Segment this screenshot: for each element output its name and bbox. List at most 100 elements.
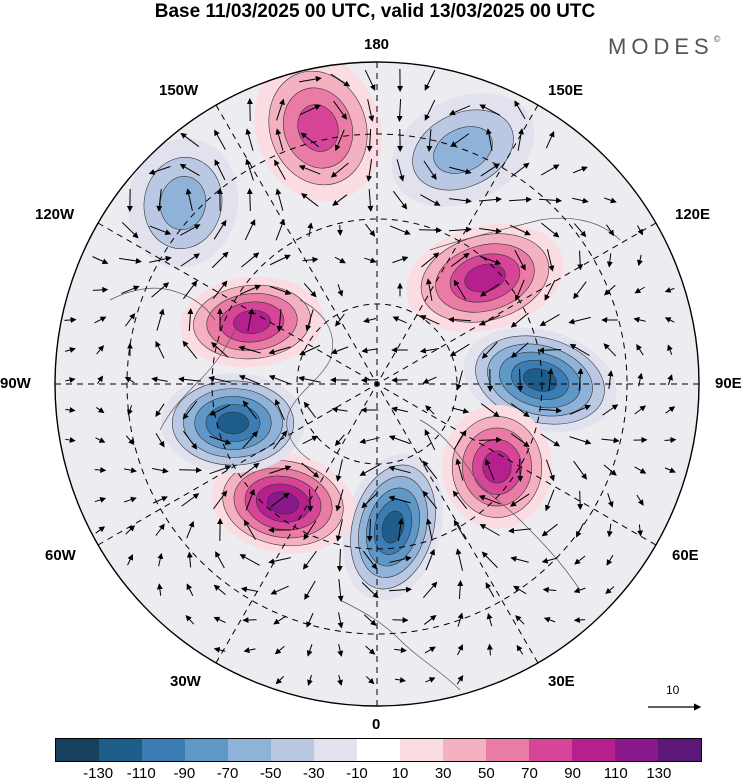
wind-arrow xyxy=(577,368,584,392)
wind-arrow xyxy=(419,347,440,354)
colorbar-bin xyxy=(529,739,572,761)
lon-label-120e: 120E xyxy=(675,206,711,223)
wind-arrow xyxy=(179,163,200,177)
wind-arrow xyxy=(155,523,165,536)
wind-arrow xyxy=(420,194,441,206)
wind-arrow xyxy=(511,342,529,358)
wind-arrow xyxy=(94,316,107,324)
colorbar-bin xyxy=(615,739,658,761)
wind-arrow xyxy=(151,376,168,383)
wind-arrow xyxy=(606,554,614,566)
wind-arrow xyxy=(601,437,620,444)
wind-arrow xyxy=(213,584,226,596)
wind-arrow xyxy=(394,677,406,683)
modes-logo: MODES© xyxy=(608,34,720,60)
map-border xyxy=(54,61,700,707)
wind-arrow xyxy=(450,133,470,147)
map-title: Base 11/03/2025 00 UTC, valid 13/03/2025… xyxy=(154,1,596,22)
colorbar-bin xyxy=(185,739,228,761)
wind-arrow xyxy=(510,433,530,448)
wind-arrow xyxy=(481,341,498,359)
wind-arrow xyxy=(360,377,379,384)
wind-arrow xyxy=(573,617,586,624)
wind-arrow xyxy=(365,645,376,655)
wind-arrow xyxy=(125,525,136,535)
wind-arrow xyxy=(299,76,322,83)
wind-arrow xyxy=(213,490,228,510)
wind-arrow xyxy=(156,189,163,212)
wind-arrow xyxy=(335,489,344,512)
colorbar-tick-label: -30 xyxy=(302,765,325,782)
wind-arrow xyxy=(455,458,464,481)
wind-arrow xyxy=(269,285,292,295)
wind-arrow xyxy=(422,460,438,479)
wind-arrow xyxy=(330,73,351,87)
wind-arrow xyxy=(634,405,647,415)
wind-arrow xyxy=(269,465,292,474)
wind-arrow xyxy=(392,190,408,210)
anomaly-contour xyxy=(267,491,299,515)
wind-arrow xyxy=(574,555,586,565)
wind-arrow xyxy=(180,132,200,147)
colorbar-bin xyxy=(314,739,357,761)
wind-arrow xyxy=(186,583,194,596)
wind-arrow xyxy=(359,437,380,445)
wind-arrow xyxy=(209,435,232,445)
wind-arrow xyxy=(155,403,165,418)
wind-arrow xyxy=(331,406,348,413)
wind-arrow xyxy=(517,368,524,392)
wind-arrow xyxy=(307,674,313,686)
colorbar-tick-label: 70 xyxy=(521,765,538,782)
wind-arrow xyxy=(634,286,645,294)
wind-arrow xyxy=(337,674,343,687)
wind-arrow xyxy=(121,221,139,239)
wind-arrow xyxy=(394,647,407,654)
wind-arrow xyxy=(359,464,380,476)
anomaly-150w-low xyxy=(127,138,239,268)
wind-arrow xyxy=(186,520,195,539)
graticule xyxy=(55,62,699,706)
colorbar-tick-label: -90 xyxy=(173,765,196,782)
wind-arrow xyxy=(65,437,76,443)
wind-arrow xyxy=(303,401,317,418)
wind-arrow xyxy=(485,128,493,151)
colorbar-tick-label: -110 xyxy=(126,765,156,782)
wind-arrow xyxy=(508,527,531,534)
colorbar xyxy=(55,738,702,762)
wind-arrow xyxy=(208,375,231,383)
colorbar-tick-label: 130 xyxy=(646,765,672,782)
lon-label-150w: 150W xyxy=(159,82,199,99)
wind-arrow xyxy=(303,282,317,298)
wind-arrow xyxy=(215,551,225,569)
wind-arrow xyxy=(182,340,198,359)
wind-arrow xyxy=(244,219,256,241)
wind-arrow xyxy=(335,313,345,327)
wind-arrow xyxy=(546,249,555,272)
wind-arrow xyxy=(274,159,286,180)
wind-arrow xyxy=(452,490,468,510)
wind-arrow xyxy=(361,492,379,509)
wind-arrow xyxy=(305,309,314,332)
wind-arrow xyxy=(456,675,464,685)
wind-arrow xyxy=(479,227,502,234)
wind-arrow xyxy=(665,406,676,414)
wind-arrow xyxy=(426,128,433,152)
wind-arrow xyxy=(337,579,344,602)
wind-arrow xyxy=(95,526,106,534)
colorbar-tick-label: -50 xyxy=(259,765,282,782)
colorbar-bin xyxy=(400,739,443,761)
wind-arrow xyxy=(94,467,107,474)
wind-arrow xyxy=(544,279,556,301)
wind-arrow xyxy=(209,404,231,416)
wind-arrow xyxy=(449,166,472,175)
wind-arrow xyxy=(212,280,228,299)
wind-arrow xyxy=(485,582,495,598)
colorbar-tick-label: 110 xyxy=(603,765,628,782)
wind-arrow xyxy=(213,616,226,624)
wind-arrow xyxy=(602,404,619,416)
colorbar-tick-label: -70 xyxy=(216,765,239,782)
wind-arrow xyxy=(388,435,411,445)
colorbar-tick-label: 30 xyxy=(434,765,452,782)
wind-arrow xyxy=(514,250,526,271)
wind-arrow xyxy=(389,555,412,563)
